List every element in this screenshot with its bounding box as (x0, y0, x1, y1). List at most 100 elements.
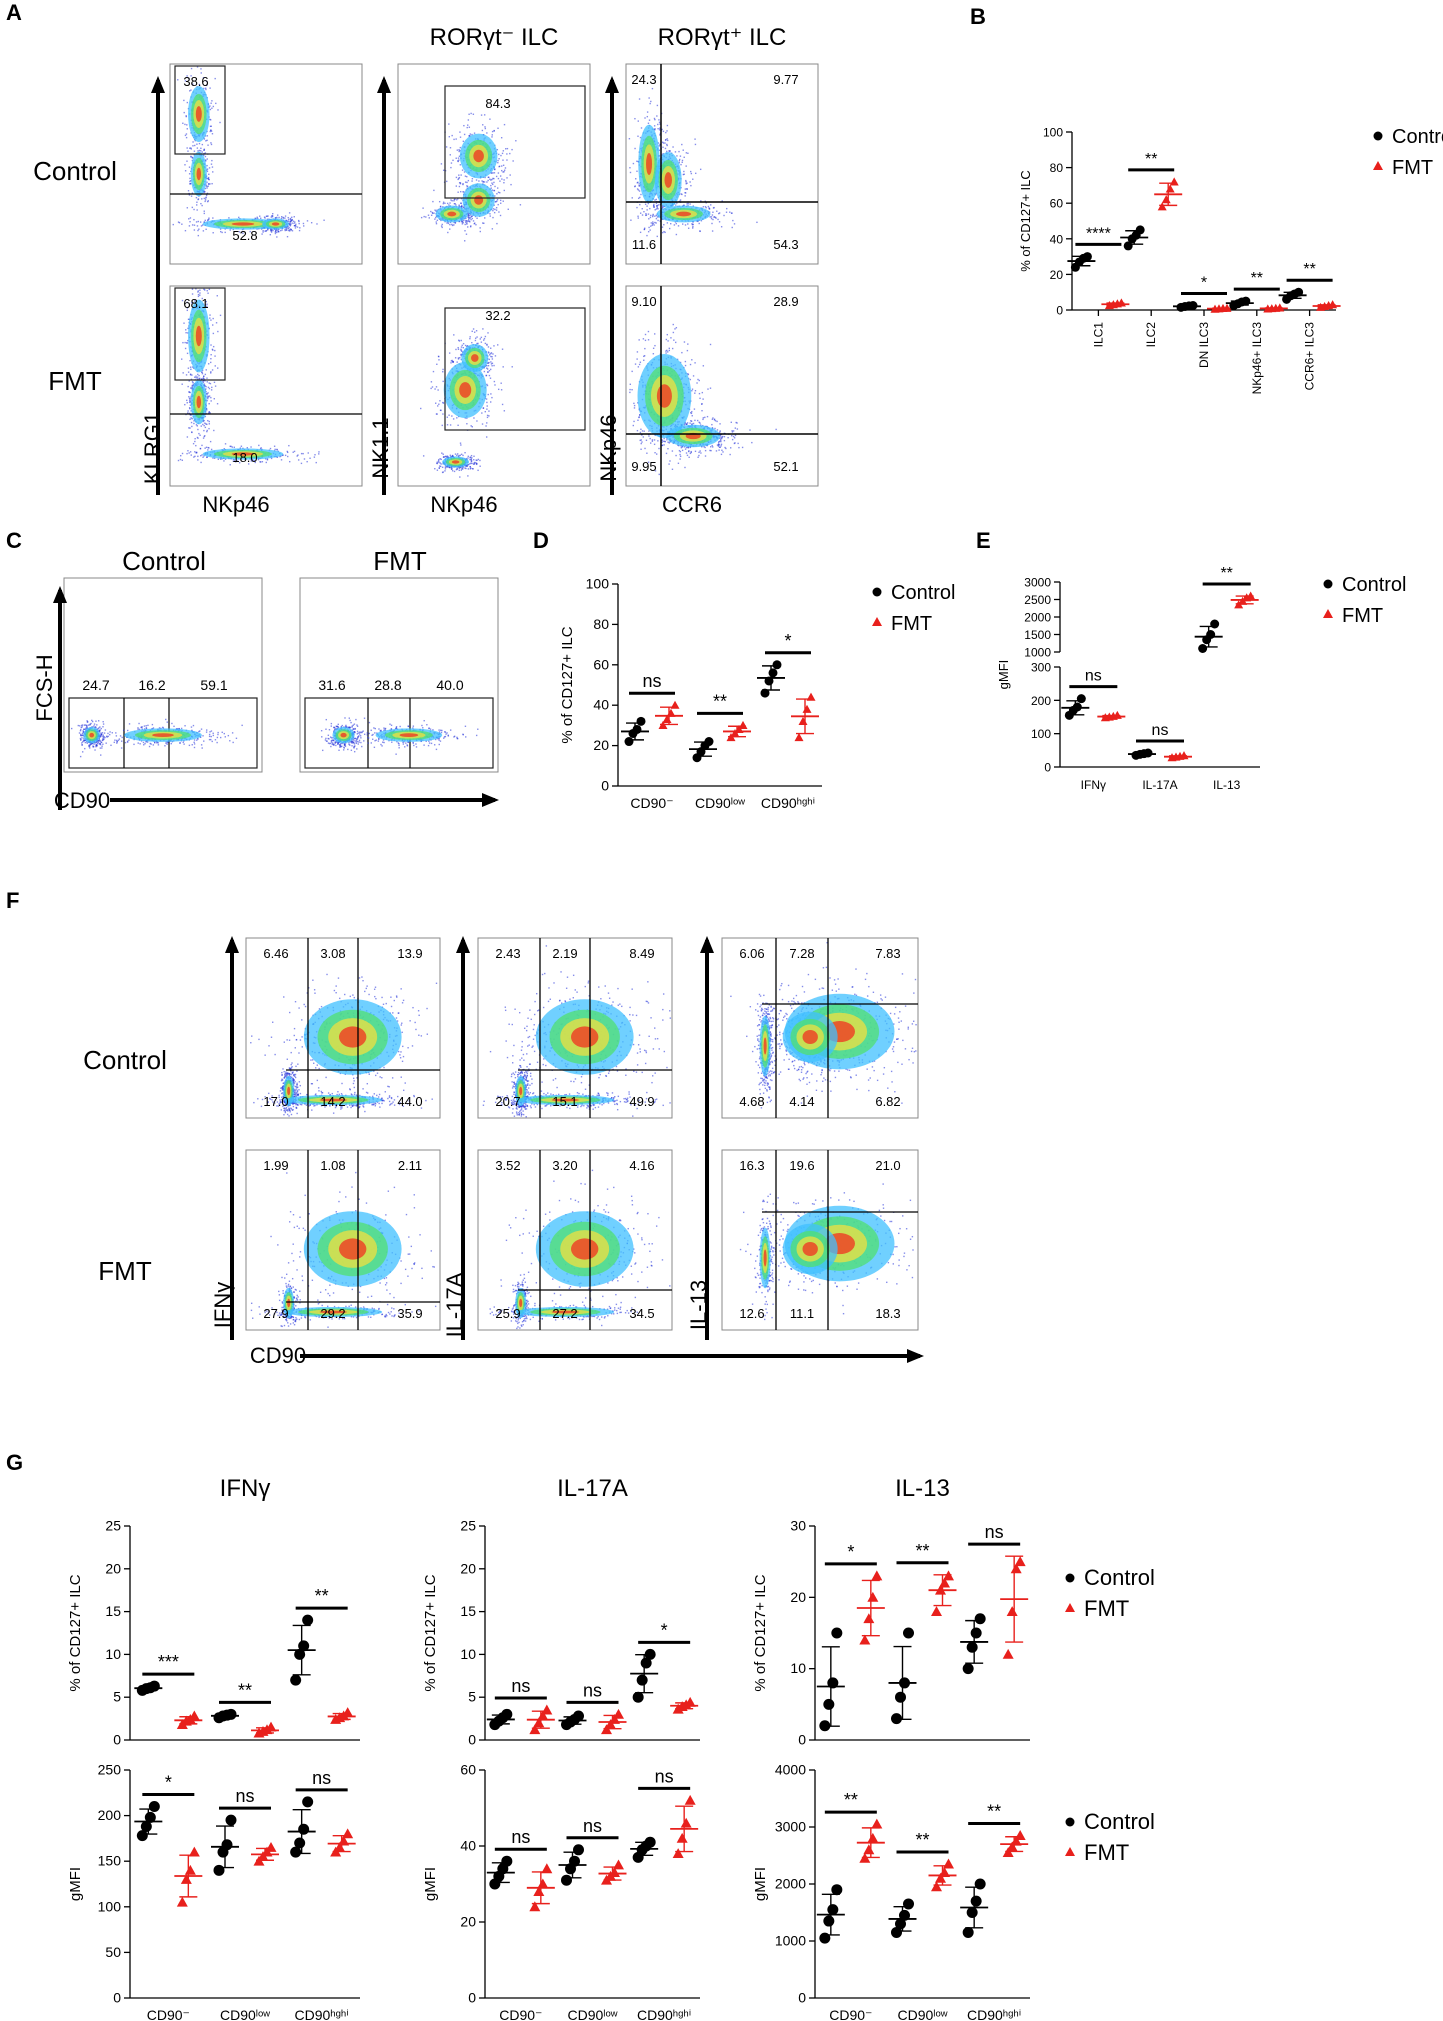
panel-a-y-label: KLRG1 (140, 412, 165, 484)
gate-value: 49.9 (629, 1094, 654, 1109)
gate-value: 13.9 (397, 946, 422, 961)
significance-label: ns (235, 1786, 254, 1806)
gate-value: 28.8 (374, 677, 401, 693)
legend-fmt-marker (1065, 1603, 1075, 1612)
gate-value: 21.0 (875, 1158, 900, 1173)
panel-f-plot-frame (477, 1149, 673, 1331)
data-point-control (636, 716, 646, 726)
data-point-control (1206, 630, 1216, 639)
panel-a-y-axis-arrow-head (605, 76, 619, 93)
data-point-fmt (1222, 303, 1232, 312)
gate-value: 7.83 (875, 946, 900, 961)
data-point-control (148, 1680, 160, 1692)
significance-label: ns (1152, 722, 1169, 739)
data-point-fmt (541, 1863, 553, 1874)
data-point-control (213, 1864, 225, 1876)
panel-a-plot-frame (169, 63, 363, 265)
data-point-control (895, 1691, 906, 1703)
gate-value: 1.99 (263, 1158, 288, 1173)
panel-f-y-axis-arrow-head (700, 936, 714, 953)
panel-c-x-axis-arrow-head (482, 793, 499, 807)
data-point-fmt (871, 1818, 883, 1829)
data-point-control (294, 1648, 306, 1660)
data-point-control (772, 660, 782, 670)
significance-label: ns (655, 1766, 674, 1786)
data-point-control (1072, 702, 1082, 712)
data-point-fmt (1006, 1606, 1018, 1616)
data-point-fmt (609, 1713, 620, 1724)
legend: Control FMT (1065, 1565, 1155, 1621)
chart-title: IFNγ (220, 1475, 271, 1502)
data-point-fmt (806, 692, 816, 701)
gate-value: 40.0 (436, 677, 463, 693)
data-point-control (970, 1627, 982, 1639)
data-point-fmt (939, 1577, 950, 1588)
data-point-control (1135, 225, 1145, 235)
panel-f-plot-frame (721, 937, 919, 1119)
gate-value: 24.3 (631, 72, 656, 87)
x-tick-label: CD90ʰᵍʰⁱ (295, 2007, 349, 2021)
data-point-fmt (738, 720, 748, 729)
legend-fmt-label: FMT (1342, 605, 1383, 627)
chart-title: IL-13 (895, 1475, 950, 1502)
data-point-fmt (601, 1724, 612, 1735)
data-point-control (1294, 287, 1304, 297)
y-tick-label: 0 (468, 1732, 476, 1748)
data-point-control (760, 688, 770, 698)
gate-value: 44.0 (397, 1094, 422, 1109)
data-point-control (1123, 241, 1133, 251)
legend-fmt-marker (1373, 161, 1383, 170)
data-point-fmt (680, 1817, 692, 1828)
y-tick-label: 20 (460, 1560, 476, 1576)
gate-value: 18.3 (875, 1306, 900, 1321)
gate-value: 3.20 (552, 1158, 577, 1173)
data-point-fmt (529, 1724, 541, 1735)
data-point-control (974, 1878, 986, 1890)
density-plot (250, 1171, 437, 1328)
gate-value: 2.43 (495, 946, 520, 961)
data-point-fmt (188, 1846, 200, 1857)
significance-label: *** (158, 1652, 179, 1672)
significance-label: ns (583, 1816, 602, 1836)
y-tick-label: 1000 (775, 1933, 806, 1949)
y-tick-label: 200 (1031, 694, 1051, 708)
data-point-control (903, 1898, 914, 1910)
data-point-fmt (939, 1867, 950, 1877)
chart-title: IL-17A (557, 1475, 628, 1502)
y-tick-label: 10 (105, 1646, 121, 1662)
data-point-control (1082, 252, 1092, 262)
significance-label: ns (1085, 668, 1102, 685)
significance-label: ** (915, 1830, 929, 1850)
data-point-control (1188, 301, 1198, 311)
x-tick-label: ILC2 (1144, 322, 1158, 348)
legend-fmt-marker (872, 617, 882, 626)
gate-rectangle (444, 307, 586, 431)
panel-f-plot-frame (245, 1149, 441, 1331)
panel-f-plot-frame (721, 1149, 919, 1331)
gate-rectangle (304, 697, 494, 769)
data-point-fmt (265, 1721, 277, 1732)
data-point-fmt (605, 1719, 616, 1729)
data-point-fmt (1010, 1835, 1022, 1846)
legend-fmt-label: FMT (1084, 1596, 1129, 1621)
legend-control-marker (1065, 1817, 1075, 1827)
data-point-fmt (533, 1886, 545, 1896)
density-plot (629, 323, 777, 476)
data-point-control (903, 1627, 914, 1639)
data-point-fmt (1010, 1563, 1022, 1574)
data-point-fmt (658, 720, 668, 729)
panel-a-plot-frame (625, 63, 819, 265)
gate-value: 20.7 (495, 1094, 520, 1109)
y-tick-label: 20 (105, 1560, 121, 1576)
data-point-control (501, 1855, 513, 1867)
data-point-fmt (1112, 710, 1122, 719)
gate-value: 1.08 (320, 1158, 345, 1173)
data-point-fmt (931, 1606, 942, 1616)
data-point-fmt (180, 1873, 192, 1884)
data-point-fmt (265, 1842, 277, 1852)
significance-label: * (165, 1772, 172, 1792)
legend-control-marker (872, 587, 882, 597)
data-point-fmt (176, 1896, 188, 1907)
gate-value: 19.6 (789, 1158, 814, 1173)
